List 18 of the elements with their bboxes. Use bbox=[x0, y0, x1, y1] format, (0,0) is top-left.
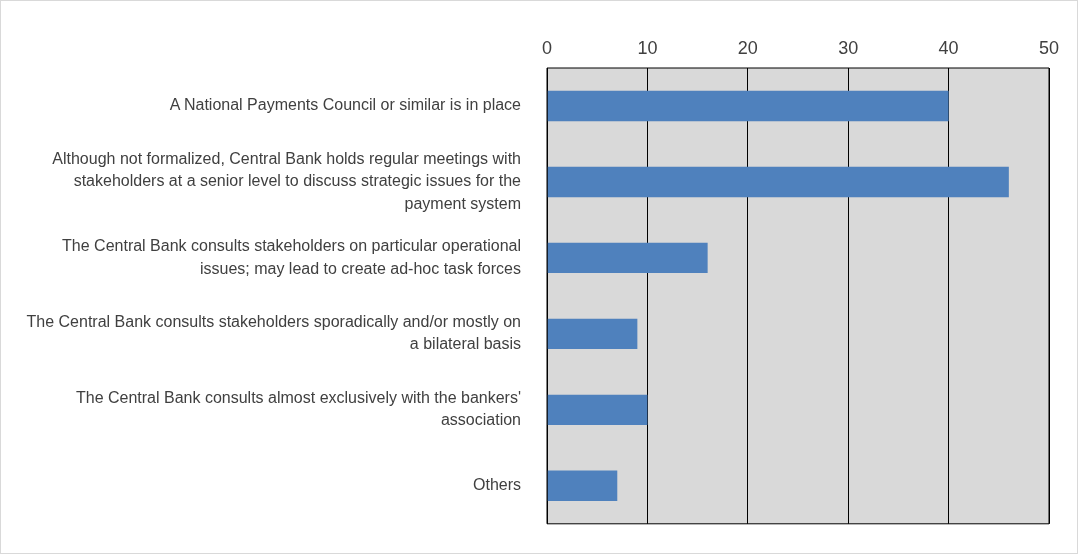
x-tick-label: 50 bbox=[1038, 38, 1060, 59]
bar bbox=[547, 394, 648, 426]
y-tick-label: The Central Bank consults stakeholders on particular operational issues; may lead to create ad-hoc task forces bbox=[62, 237, 521, 277]
y-tick-label: A National Payments Council or similar is in place bbox=[169, 96, 522, 114]
x-tick-label: 0 bbox=[541, 38, 553, 59]
bar bbox=[547, 318, 638, 350]
bar bbox=[547, 470, 618, 502]
bar bbox=[547, 242, 708, 274]
y-tick-label: Others bbox=[472, 476, 521, 494]
y-tick-label: The Central Bank consults almost exclusively with the bankers' association bbox=[75, 389, 521, 429]
x-tick-label: 20 bbox=[737, 38, 758, 59]
bar bbox=[547, 90, 949, 122]
x-tick-label: 30 bbox=[838, 38, 859, 59]
y-tick-label: The Central Bank consults stakeholders sporadically and/or mostly on a bilateral basis bbox=[26, 313, 521, 353]
y-tick-label: Although not formalized, Central Bank holds regular meetings with stakeholders at a senior level to discuss strategic issues for the payment system bbox=[52, 149, 522, 212]
x-tick-label: 40 bbox=[938, 38, 959, 59]
bar bbox=[547, 166, 1009, 198]
x-tick-label: 10 bbox=[637, 38, 658, 59]
